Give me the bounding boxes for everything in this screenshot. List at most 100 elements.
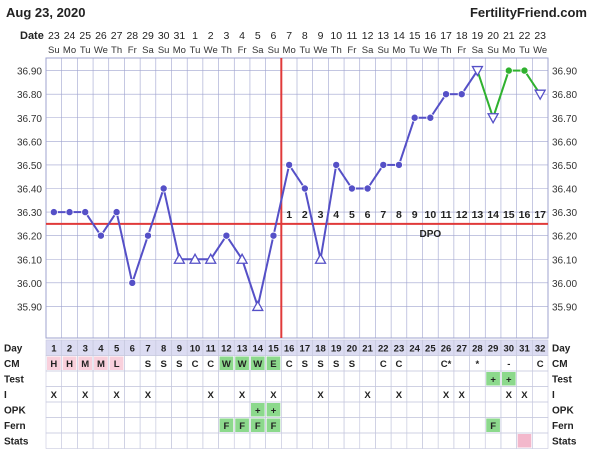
- temp-point-open: [486, 113, 500, 125]
- date-label: 30: [158, 30, 170, 42]
- table-cell: [375, 417, 392, 434]
- temp-point: [332, 160, 341, 169]
- cell-text: 22: [378, 344, 389, 355]
- table-cell: [139, 432, 157, 449]
- cell-text: W: [238, 359, 247, 370]
- cell-text: 19: [331, 344, 342, 355]
- cell-text: E: [270, 359, 276, 370]
- table-cell: [171, 432, 188, 449]
- table-cell: [500, 432, 517, 449]
- cell-text: X: [317, 390, 324, 401]
- temp-point-open: [314, 252, 327, 264]
- y-tick-right: 36.90: [552, 67, 577, 78]
- table-cell: [484, 401, 502, 418]
- temp-point-open: [204, 252, 217, 264]
- cell-text: M: [97, 359, 105, 370]
- y-tick-right: 36.10: [552, 255, 577, 266]
- table-cell: [437, 370, 455, 387]
- table-cell: [343, 370, 361, 387]
- y-tick-left: 36.80: [17, 90, 42, 101]
- weekday-label: Su: [158, 45, 170, 56]
- cell-fill: [486, 418, 500, 432]
- cell-text: -: [507, 359, 510, 370]
- temp-segment: [225, 235, 243, 260]
- cell-fill: [94, 356, 108, 370]
- table-cell: [422, 386, 439, 403]
- table-cell: [45, 432, 62, 449]
- weekday-label: Sa: [362, 45, 374, 56]
- row-label-left: Fern: [4, 421, 26, 432]
- temp-segment: [303, 188, 322, 260]
- table-cell: [359, 370, 376, 387]
- table-cell: [484, 386, 502, 403]
- table-cell: [124, 370, 141, 387]
- row-label-left: OPK: [4, 406, 26, 417]
- table-cell: [390, 370, 408, 387]
- date-label: 2: [208, 30, 214, 42]
- table-cell: [453, 417, 470, 434]
- table-cell: [469, 417, 486, 434]
- weekday-label: Mo: [502, 45, 515, 56]
- date-label: 4: [239, 30, 245, 42]
- table-cell: [139, 401, 157, 418]
- table-cell: [45, 370, 62, 387]
- table-cell: [453, 370, 470, 387]
- table-cell: [343, 386, 361, 403]
- table-cell: [61, 417, 78, 434]
- date-label: 22: [519, 30, 531, 42]
- weekday-label: We: [204, 45, 218, 56]
- temp-segment: [335, 164, 353, 190]
- weekday-label: Tu: [299, 45, 310, 56]
- dpo-number: 5: [349, 209, 355, 221]
- table-cell: [453, 401, 470, 418]
- table-cell: [406, 417, 423, 434]
- temp-point: [285, 160, 294, 169]
- weekday-label: Su: [48, 45, 60, 56]
- table-cell: [328, 370, 345, 387]
- table-cell: [406, 401, 423, 418]
- cell-text: X: [443, 390, 450, 401]
- cell-text: F: [490, 421, 496, 432]
- cell-text: H: [66, 359, 73, 370]
- cell-text: 24: [409, 344, 420, 355]
- table-cell: [296, 386, 313, 403]
- weekday-label: Tu: [80, 45, 91, 56]
- cell-fill: [486, 372, 500, 386]
- y-tick-right: 36.40: [552, 185, 577, 196]
- cell-fill: [219, 356, 234, 370]
- cell-text: F: [271, 421, 277, 432]
- grid: [45, 57, 549, 339]
- cell-text: 23: [394, 344, 405, 355]
- row-label-right: Stats: [552, 437, 577, 448]
- cell-text: X: [82, 390, 89, 401]
- table-cell: [61, 370, 78, 387]
- table-cell: [328, 401, 345, 418]
- cell-text: C*: [441, 359, 452, 370]
- temp-point: [520, 66, 529, 75]
- date-label: 3: [223, 30, 229, 42]
- y-tick-right: 36.20: [552, 232, 577, 243]
- table-cell: [186, 417, 204, 434]
- temp-point: [128, 278, 137, 287]
- table-cell: [186, 432, 204, 449]
- temp-point-open: [471, 65, 484, 77]
- table-cell: [500, 401, 517, 418]
- cell-text: S: [145, 359, 151, 370]
- table-cell: [406, 386, 423, 403]
- y-tick-right: 36.30: [552, 208, 577, 219]
- temp-segment: [256, 235, 275, 307]
- cell-text: W: [253, 359, 262, 370]
- cell-text: 8: [161, 344, 166, 355]
- table-cell: [155, 432, 172, 449]
- temp-point-open: [235, 252, 249, 264]
- temp-segment: [460, 70, 479, 95]
- table-cell: [375, 432, 392, 449]
- cell-text: +: [271, 406, 277, 417]
- row-label-left: Test: [4, 375, 24, 386]
- y-tick-left: 36.40: [17, 185, 42, 196]
- table-cell: [281, 370, 298, 387]
- date-label: 20: [487, 30, 499, 42]
- table-cell: [422, 370, 439, 387]
- temp-segment: [476, 70, 495, 119]
